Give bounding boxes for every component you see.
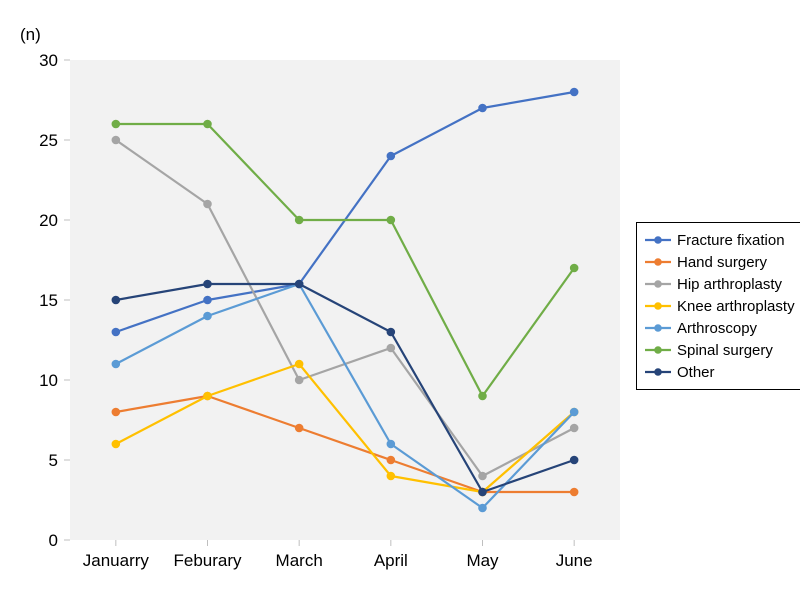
legend-item: Hand surgery bbox=[645, 251, 795, 273]
y-tick-label: 25 bbox=[39, 131, 58, 150]
data-point bbox=[204, 280, 212, 288]
data-point bbox=[479, 104, 487, 112]
data-point bbox=[387, 216, 395, 224]
data-point bbox=[204, 392, 212, 400]
data-point bbox=[112, 408, 120, 416]
data-point bbox=[112, 328, 120, 336]
legend-item: Spinal surgery bbox=[645, 339, 795, 361]
y-tick-label: 5 bbox=[49, 451, 58, 470]
legend-swatch bbox=[645, 299, 671, 313]
legend-item: Arthroscopy bbox=[645, 317, 795, 339]
data-point bbox=[479, 488, 487, 496]
legend-swatch bbox=[645, 321, 671, 335]
y-axis-title: (n) bbox=[20, 25, 41, 44]
data-point bbox=[204, 312, 212, 320]
chart-container: 0 5 10 15 20 25 30 Januarry Feburary March April Ma… bbox=[0, 0, 800, 600]
data-point bbox=[570, 408, 578, 416]
x-tick-label: Januarry bbox=[83, 551, 150, 570]
data-point bbox=[387, 152, 395, 160]
legend-item: Other bbox=[645, 361, 795, 383]
legend-label: Hand surgery bbox=[677, 254, 767, 271]
data-point bbox=[387, 472, 395, 480]
y-tick-label: 20 bbox=[39, 211, 58, 230]
data-point bbox=[479, 472, 487, 480]
legend-item: Hip arthroplasty bbox=[645, 273, 795, 295]
data-point bbox=[112, 440, 120, 448]
y-tick-label: 0 bbox=[49, 531, 58, 550]
data-point bbox=[204, 200, 212, 208]
x-tick-label: June bbox=[556, 551, 593, 570]
legend-label: Other bbox=[677, 364, 715, 381]
legend-label: Arthroscopy bbox=[677, 320, 757, 337]
data-point bbox=[570, 88, 578, 96]
legend-label: Spinal surgery bbox=[677, 342, 773, 359]
y-tick-label: 10 bbox=[39, 371, 58, 390]
x-tick-label: May bbox=[466, 551, 499, 570]
data-point bbox=[387, 456, 395, 464]
x-tick-label: March bbox=[276, 551, 323, 570]
data-point bbox=[112, 136, 120, 144]
legend-swatch bbox=[645, 277, 671, 291]
legend-swatch bbox=[645, 365, 671, 379]
x-tick-label: April bbox=[374, 551, 408, 570]
legend: Fracture fixation Hand surgery Hip arthrop… bbox=[636, 222, 800, 390]
data-point bbox=[112, 360, 120, 368]
data-point bbox=[387, 328, 395, 336]
grid-band bbox=[70, 60, 620, 140]
data-point bbox=[204, 296, 212, 304]
data-point bbox=[112, 296, 120, 304]
data-point bbox=[295, 424, 303, 432]
y-tick-label: 30 bbox=[39, 51, 58, 70]
data-point bbox=[295, 360, 303, 368]
legend-swatch bbox=[645, 255, 671, 269]
data-point bbox=[570, 264, 578, 272]
data-point bbox=[570, 456, 578, 464]
data-point bbox=[295, 376, 303, 384]
legend-label: Fracture fixation bbox=[677, 232, 785, 249]
grid-band bbox=[70, 140, 620, 220]
data-point bbox=[570, 424, 578, 432]
legend-label: Knee arthroplasty bbox=[677, 298, 795, 315]
legend-item: Knee arthroplasty bbox=[645, 295, 795, 317]
grid-band bbox=[70, 300, 620, 380]
x-tick-label: Feburary bbox=[173, 551, 242, 570]
legend-swatch bbox=[645, 343, 671, 357]
legend-swatch bbox=[645, 233, 671, 247]
data-point bbox=[112, 120, 120, 128]
legend-item: Fracture fixation bbox=[645, 229, 795, 251]
grid-band bbox=[70, 220, 620, 300]
data-point bbox=[295, 280, 303, 288]
legend-label: Hip arthroplasty bbox=[677, 276, 782, 293]
data-point bbox=[479, 504, 487, 512]
data-point bbox=[570, 488, 578, 496]
data-point bbox=[479, 392, 487, 400]
data-point bbox=[204, 120, 212, 128]
data-point bbox=[387, 344, 395, 352]
y-tick-label: 15 bbox=[39, 291, 58, 310]
data-point bbox=[387, 440, 395, 448]
data-point bbox=[295, 216, 303, 224]
